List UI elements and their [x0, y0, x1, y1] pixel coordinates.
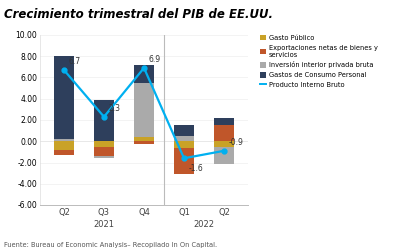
Bar [54, 141, 74, 150]
Bar [94, 146, 114, 156]
Bar [54, 56, 74, 139]
Bar [214, 118, 234, 125]
Bar [174, 148, 194, 174]
Producto Interno Bruto [182, 157, 186, 160]
Bar [94, 156, 114, 158]
Bar [134, 137, 154, 141]
Bar [214, 125, 234, 141]
Bar [174, 125, 194, 136]
Producto Interno Bruto [62, 68, 66, 71]
Text: 2.3: 2.3 [109, 104, 121, 113]
Text: Fuente: Bureau of Economic Analysis– Recopilado In On Capital.: Fuente: Bureau of Economic Analysis– Rec… [4, 242, 217, 248]
Bar [94, 141, 114, 146]
Bar [174, 141, 194, 148]
Text: -1.6: -1.6 [189, 164, 204, 172]
Bar [214, 146, 234, 164]
Legend: Gasto Público, Exportaciones netas de bienes y
servicios, Inversión interior pri: Gasto Público, Exportaciones netas de bi… [260, 35, 378, 88]
Producto Interno Bruto [102, 115, 106, 118]
Producto Interno Bruto [142, 66, 146, 70]
Text: 2021: 2021 [94, 220, 114, 229]
Bar [134, 141, 154, 144]
Line: Producto Interno Bruto: Producto Interno Bruto [62, 66, 226, 161]
Text: 6.7: 6.7 [69, 57, 81, 66]
Bar [54, 139, 74, 141]
Text: 2022: 2022 [194, 220, 214, 229]
Producto Interno Bruto [222, 149, 226, 152]
Bar [54, 150, 74, 155]
Bar [134, 83, 154, 137]
Bar [174, 136, 194, 141]
Text: -0.9: -0.9 [229, 138, 244, 147]
Bar [134, 65, 154, 83]
Text: Crecimiento trimestral del PIB de EE.UU.: Crecimiento trimestral del PIB de EE.UU. [4, 8, 273, 20]
Text: 6.9: 6.9 [149, 55, 161, 64]
Bar [94, 100, 114, 141]
Bar [214, 141, 234, 146]
